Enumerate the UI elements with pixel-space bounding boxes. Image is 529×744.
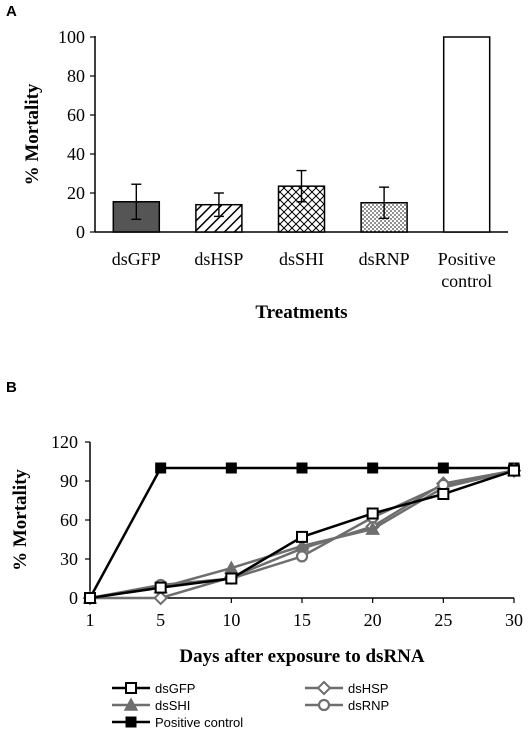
data-point — [508, 464, 520, 477]
legend-marker — [125, 682, 137, 694]
x-axis-title: Days after exposure to dsRNA — [179, 646, 425, 667]
legend-marker — [123, 697, 139, 711]
y-tick-label: 30 — [60, 549, 78, 569]
y-axis-title: % Mortality — [22, 83, 43, 185]
data-point — [367, 462, 379, 474]
data-point — [437, 488, 450, 500]
data-point — [365, 521, 380, 535]
legend-label: dsRNP — [348, 698, 389, 713]
y-tick-label: 60 — [67, 105, 85, 125]
data-point — [437, 462, 449, 474]
y-axis-title: % Mortality — [10, 469, 31, 571]
y-tick-label: 120 — [51, 432, 78, 452]
x-tick-label: 20 — [364, 610, 382, 630]
data-point — [153, 590, 169, 606]
x-tick-label: 25 — [434, 610, 452, 630]
y-tick-label: 60 — [60, 510, 78, 530]
data-point — [296, 462, 308, 474]
x-tick-label: dsSHI — [279, 249, 324, 269]
x-axis-title: Treatments — [255, 302, 347, 323]
x-tick-label: 5 — [156, 610, 165, 630]
legend-marker — [316, 680, 332, 696]
y-tick-label: 40 — [67, 144, 85, 164]
data-point — [225, 462, 237, 474]
legend-marker — [317, 698, 331, 712]
y-tick-label: 90 — [60, 471, 78, 491]
x-tick-label-line: dsRNP — [359, 249, 410, 269]
data-point — [154, 581, 167, 594]
panel-letter-a: A — [6, 3, 17, 20]
x-tick-label: dsGFP — [112, 249, 161, 269]
data-point — [225, 572, 238, 585]
data-point — [366, 507, 379, 520]
x-tick-label: 15 — [293, 610, 311, 630]
y-tick-label: 0 — [69, 588, 78, 608]
x-tick-label: Positive control — [438, 249, 496, 291]
data-point — [155, 462, 167, 474]
x-tick-label: 30 — [505, 610, 523, 630]
data-point — [295, 550, 309, 563]
x-tick-label-line: dsSHI — [279, 249, 324, 269]
y-tick-label: 100 — [58, 27, 85, 47]
x-tick-label-line: Positive — [438, 249, 496, 269]
legend-label: dsGFP — [155, 681, 195, 696]
legend-label: dsSHI — [155, 698, 190, 713]
bar — [442, 36, 491, 233]
legend-label: dsHSP — [348, 681, 388, 696]
y-tick-label: 0 — [76, 222, 85, 242]
x-tick-label-line: dsHSP — [194, 249, 243, 269]
legend-marker — [125, 716, 137, 728]
legend: dsGFP dsHSP dsSHI dsRNP Positive control — [112, 680, 389, 730]
x-tick-label-line: dsGFP — [112, 249, 161, 269]
data-point — [296, 530, 308, 543]
data-point — [84, 592, 96, 604]
x-tick-label: 10 — [222, 610, 240, 630]
legend-label: Positive control — [155, 715, 243, 730]
x-tick-label-line: control — [441, 271, 492, 291]
x-tick-label: dsRNP — [359, 249, 410, 269]
chart-a: A 0 20 40 60 80 100 dsGFP dsHSP dsSHI dsRNP Positiv… — [6, 3, 508, 323]
x-tick-label: dsHSP — [194, 249, 243, 269]
y-tick-label: 20 — [67, 183, 85, 203]
y-tick-label: 80 — [67, 66, 85, 86]
bar — [277, 185, 326, 233]
x-tick-label: 1 — [86, 610, 95, 630]
panel-letter-b: B — [6, 379, 17, 396]
